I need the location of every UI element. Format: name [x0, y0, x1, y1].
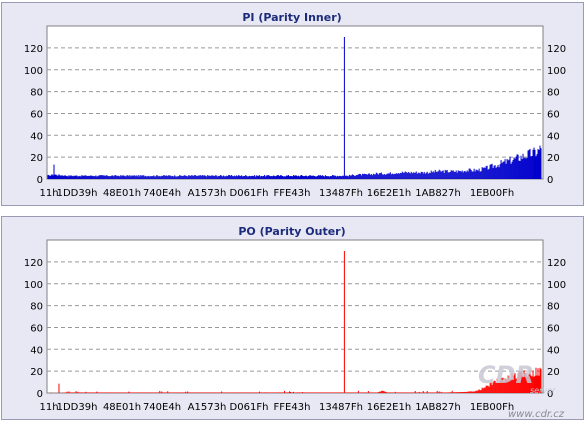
- watermark-url: www.cdr.cz: [508, 409, 565, 420]
- x-tick-label: FFE43h: [274, 402, 311, 413]
- y-tick-label-left: 40: [30, 131, 43, 142]
- x-tick-label: 1DD39h: [57, 402, 98, 413]
- y-tick-label-right: 80: [547, 302, 560, 313]
- chart-title: PO (Parity Outer): [238, 225, 345, 238]
- x-tick-label: 1EB00Fh: [470, 402, 514, 413]
- watermark-sub: server: [530, 386, 556, 395]
- x-tick-label: A1573h: [188, 188, 227, 199]
- pi-chart-panel: PI (Parity Inner) 0 0 20 20 40 40 60 60 80 80 100 10…: [1, 2, 584, 206]
- y-tick-label-left: 120: [24, 44, 43, 55]
- y-tick-label-right: 60: [547, 109, 560, 120]
- y-tick-label-left: 0: [37, 389, 43, 400]
- y-tick-label-right: 40: [547, 345, 560, 356]
- y-tick-label-right: 120: [547, 258, 566, 269]
- x-tick-label: 1AB827h: [415, 188, 461, 199]
- y-tick-label-left: 60: [30, 323, 43, 334]
- y-tick-label-right: 20: [547, 367, 560, 378]
- x-tick-label: 1DD39h: [57, 188, 98, 199]
- y-tick-label-right: 60: [547, 323, 560, 334]
- y-tick-label-left: 120: [24, 258, 43, 269]
- y-tick-label-left: 40: [30, 345, 43, 356]
- x-tick-label: 1AB827h: [415, 402, 461, 413]
- x-tick-label: FFE43h: [274, 188, 311, 199]
- y-tick-label-right: 40: [547, 131, 560, 142]
- x-tick-label: 740E4h: [143, 402, 181, 413]
- x-tick-label: 48E01h: [103, 402, 141, 413]
- po-chart: PO (Parity Outer) 0 0 20 20 40 40 60 60 80 80 100 10…: [24, 225, 566, 413]
- chart-title: PI (Parity Inner): [242, 11, 341, 24]
- pi-chart: PI (Parity Inner) 0 0 20 20 40 40 60 60 80 80 100 10…: [24, 11, 566, 199]
- po-chart-panel: PO (Parity Outer) 0 0 20 20 40 40 60 60 80 80 100 10…: [1, 216, 584, 420]
- cdr-watermark: CDR server www.cdr.cz: [478, 361, 565, 420]
- y-tick-label-left: 20: [30, 153, 43, 164]
- y-tick-label-left: 20: [30, 367, 43, 378]
- y-tick-label-right: 120: [547, 44, 566, 55]
- y-tick-label-left: 100: [24, 66, 43, 77]
- x-tick-label: D061Fh: [230, 402, 269, 413]
- x-tick-label: 1EB00Fh: [470, 188, 514, 199]
- y-tick-label-right: 20: [547, 153, 560, 164]
- y-tick-label-left: 80: [30, 302, 43, 313]
- y-tick-label-left: 80: [30, 88, 43, 99]
- plot-area: [46, 239, 544, 394]
- y-tick-label-right: 0: [547, 389, 553, 400]
- y-tick-label-left: 100: [24, 280, 43, 291]
- plot-area: [46, 25, 544, 180]
- series-bars: [50, 251, 542, 393]
- x-tick-label: 11h: [39, 188, 58, 199]
- x-tick-label: 740E4h: [143, 188, 181, 199]
- x-tick-label: 13487Fh: [319, 188, 363, 199]
- y-tick-label-left: 60: [30, 109, 43, 120]
- y-tick-label-right: 80: [547, 88, 560, 99]
- y-tick-label-right: 100: [547, 280, 566, 291]
- watermark-brand: CDR: [478, 361, 534, 389]
- x-tick-label: 16E2E1h: [367, 188, 411, 199]
- x-tick-label: 16E2E1h: [367, 402, 411, 413]
- x-tick-label: 11h: [39, 402, 58, 413]
- x-tick-label: A1573h: [188, 402, 227, 413]
- x-tick-label: 48E01h: [103, 188, 141, 199]
- y-tick-label-right: 100: [547, 66, 566, 77]
- series-bars: [47, 37, 542, 179]
- y-tick-label-right: 0: [547, 175, 553, 186]
- y-tick-label-left: 0: [37, 175, 43, 186]
- x-tick-label: D061Fh: [230, 188, 269, 199]
- x-tick-label: 13487Fh: [319, 402, 363, 413]
